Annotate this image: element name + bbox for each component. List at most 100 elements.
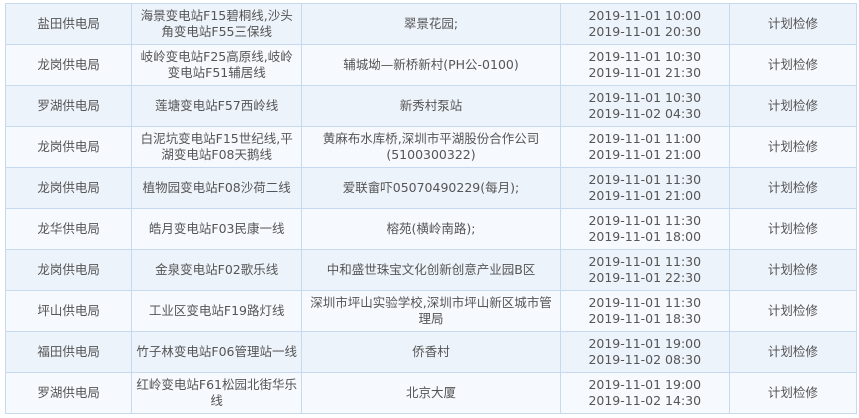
type-cell: 计划检修 xyxy=(728,208,858,250)
line-text: 皓月变电站F03民康一线 xyxy=(148,221,285,236)
type-cell: 计划检修 xyxy=(728,126,858,168)
area-cell: 北京大厦 xyxy=(301,372,561,414)
table-row: 罗湖供电局 莲塘变电站F57西岭线 新秀村泵站 2019-11-01 10:30 201… xyxy=(4,85,858,127)
type-cell: 计划检修 xyxy=(728,331,858,373)
time-cell: 2019-11-01 11:30 2019-11-01 22:30 xyxy=(559,249,730,291)
bureau-text: 龙岗供电局 xyxy=(37,180,100,195)
bureau-cell: 龙岗供电局 xyxy=(4,167,133,209)
table-row: 龙岗供电局 白泥坑变电站F15世纪线,平湖变电站F08天鹅线 黄麻布水库桥,深圳市平… xyxy=(4,126,858,168)
time-cell: 2019-11-01 11:30 2019-11-01 21:00 xyxy=(559,167,730,209)
type-text: 计划检修 xyxy=(767,16,818,31)
area-text: 新秀村泵站 xyxy=(399,98,463,113)
line-cell: 植物园变电站F08沙荷二线 xyxy=(131,167,303,209)
table-row: 龙华供电局 皓月变电站F03民康一线 榕苑(横岭南路); 2019-11-01 11:… xyxy=(4,208,858,250)
area-text: 爱联畲吓05070490229(每月); xyxy=(342,180,520,195)
table-row: 龙岗供电局 岐岭变电站F25高原线,岐岭变电站F51辅居线 辅城坳—新桥新村(PH公… xyxy=(4,44,858,86)
type-text: 计划检修 xyxy=(767,98,818,113)
table-row: 龙岗供电局 植物园变电站F08沙荷二线 爱联畲吓05070490229(每月); 20… xyxy=(4,167,858,209)
area-cell: 榕苑(横岭南路); xyxy=(301,208,561,250)
type-cell: 计划检修 xyxy=(728,167,858,209)
line-cell: 工业区变电站F19路灯线 xyxy=(131,290,303,332)
time-cell: 2019-11-01 19:00 2019-11-02 14:30 xyxy=(559,372,730,414)
type-text: 计划检修 xyxy=(767,303,818,318)
line-text: 植物园变电站F08沙荷二线 xyxy=(142,180,291,195)
area-text: 北京大厦 xyxy=(405,385,456,400)
table-row: 福田供电局 竹子林变电站F06管理站一线 侨香村 2019-11-01 19:00 20… xyxy=(4,331,858,373)
time-cell: 2019-11-01 11:00 2019-11-01 21:00 xyxy=(559,126,730,168)
type-cell: 计划检修 xyxy=(728,372,858,414)
bureau-cell: 龙岗供电局 xyxy=(4,249,133,291)
time-text: 2019-11-01 19:00 xyxy=(588,377,702,392)
area-cell: 侨香村 xyxy=(301,331,561,373)
time-text: 2019-11-01 21:30 xyxy=(588,65,702,80)
bureau-text: 盐田供电局 xyxy=(37,16,100,31)
type-cell: 计划检修 xyxy=(728,85,858,127)
line-cell: 海景变电站F15碧桐线,沙头角变电站F55三保线 xyxy=(131,3,303,45)
area-cell: 黄麻布水库桥,深圳市平湖股份合作公司(5100300322) xyxy=(301,126,561,168)
bureau-cell: 龙岗供电局 xyxy=(4,126,133,168)
line-cell: 金泉变电站F02歌乐线 xyxy=(131,249,303,291)
time-text: 2019-11-01 10:30 xyxy=(588,90,702,105)
area-text: 侨香村 xyxy=(412,344,450,359)
table-row: 盐田供电局 海景变电站F15碧桐线,沙头角变电站F55三保线 翠景花园; 2019-1… xyxy=(4,3,858,45)
time-cell: 2019-11-01 10:30 2019-11-02 04:30 xyxy=(559,85,730,127)
line-cell: 莲塘变电站F57西岭线 xyxy=(131,85,303,127)
bureau-text: 龙岗供电局 xyxy=(37,57,100,72)
time-text: 2019-11-01 11:30 xyxy=(588,254,702,269)
bureau-cell: 罗湖供电局 xyxy=(4,372,133,414)
line-cell: 岐岭变电站F25高原线,岐岭变电站F51辅居线 xyxy=(131,44,303,86)
line-text: 莲塘变电站F57西岭线 xyxy=(155,98,279,113)
area-cell: 深圳市坪山实验学校,深圳市坪山新区城市管理局 xyxy=(301,290,561,332)
line-text: 岐岭变电站F25高原线,岐岭变电站F51辅居线 xyxy=(140,49,293,80)
type-text: 计划检修 xyxy=(767,180,818,195)
area-text: 榕苑(横岭南路); xyxy=(386,221,476,236)
type-cell: 计划检修 xyxy=(728,3,858,45)
area-text: 辅城坳—新桥新村(PH公-0100) xyxy=(343,57,519,72)
bureau-cell: 坪山供电局 xyxy=(4,290,133,332)
line-text: 竹子林变电站F06管理站一线 xyxy=(136,344,297,359)
area-cell: 新秀村泵站 xyxy=(301,85,561,127)
time-cell: 2019-11-01 11:30 2019-11-01 18:00 xyxy=(559,208,730,250)
time-text: 2019-11-01 11:30 xyxy=(588,295,702,310)
line-text: 工业区变电站F19路灯线 xyxy=(148,303,285,318)
time-text: 2019-11-01 10:00 xyxy=(588,8,702,23)
area-cell: 爱联畲吓05070490229(每月); xyxy=(301,167,561,209)
time-text: 2019-11-01 21:00 xyxy=(588,188,702,203)
bureau-text: 龙岗供电局 xyxy=(37,262,100,277)
bureau-cell: 盐田供电局 xyxy=(4,3,133,45)
bureau-cell: 龙华供电局 xyxy=(4,208,133,250)
area-text: 深圳市坪山实验学校,深圳市坪山新区城市管理局 xyxy=(310,295,552,326)
type-text: 计划检修 xyxy=(767,385,818,400)
area-text: 黄麻布水库桥,深圳市平湖股份合作公司(5100300322) xyxy=(322,131,540,162)
line-text: 红岭变电站F61松园北街华乐线 xyxy=(136,377,297,408)
line-cell: 白泥坑变电站F15世纪线,平湖变电站F08天鹅线 xyxy=(131,126,303,168)
time-text: 2019-11-02 14:30 xyxy=(588,393,702,408)
time-text: 2019-11-01 18:30 xyxy=(588,311,702,326)
time-text: 2019-11-01 19:00 xyxy=(588,336,702,351)
area-cell: 辅城坳—新桥新村(PH公-0100) xyxy=(301,44,561,86)
time-text: 2019-11-01 20:30 xyxy=(588,24,702,39)
area-text: 中和盛世珠宝文化创新创意产业园B区 xyxy=(326,262,536,277)
line-text: 海景变电站F15碧桐线,沙头角变电站F55三保线 xyxy=(140,8,293,39)
line-text: 白泥坑变电站F15世纪线,平湖变电站F08天鹅线 xyxy=(140,131,293,162)
type-text: 计划检修 xyxy=(767,57,818,72)
bureau-text: 龙华供电局 xyxy=(37,221,100,236)
type-text: 计划检修 xyxy=(767,344,818,359)
time-cell: 2019-11-01 10:30 2019-11-01 21:30 xyxy=(559,44,730,86)
table-row: 龙岗供电局 金泉变电站F02歌乐线 中和盛世珠宝文化创新创意产业园B区 2019-11… xyxy=(4,249,858,291)
time-text: 2019-11-01 11:00 xyxy=(588,131,702,146)
area-text: 翠景花园; xyxy=(403,16,459,31)
type-text: 计划检修 xyxy=(767,262,818,277)
line-cell: 竹子林变电站F06管理站一线 xyxy=(131,331,303,373)
bureau-cell: 福田供电局 xyxy=(4,331,133,373)
time-cell: 2019-11-01 19:00 2019-11-02 08:30 xyxy=(559,331,730,373)
time-text: 2019-11-01 22:30 xyxy=(588,270,702,285)
area-cell: 中和盛世珠宝文化创新创意产业园B区 xyxy=(301,249,561,291)
time-text: 2019-11-01 10:30 xyxy=(588,49,702,64)
bureau-cell: 龙岗供电局 xyxy=(4,44,133,86)
line-cell: 红岭变电站F61松园北街华乐线 xyxy=(131,372,303,414)
bureau-text: 龙岗供电局 xyxy=(37,139,100,154)
bureau-cell: 罗湖供电局 xyxy=(4,85,133,127)
line-cell: 皓月变电站F03民康一线 xyxy=(131,208,303,250)
bureau-text: 福田供电局 xyxy=(37,344,100,359)
